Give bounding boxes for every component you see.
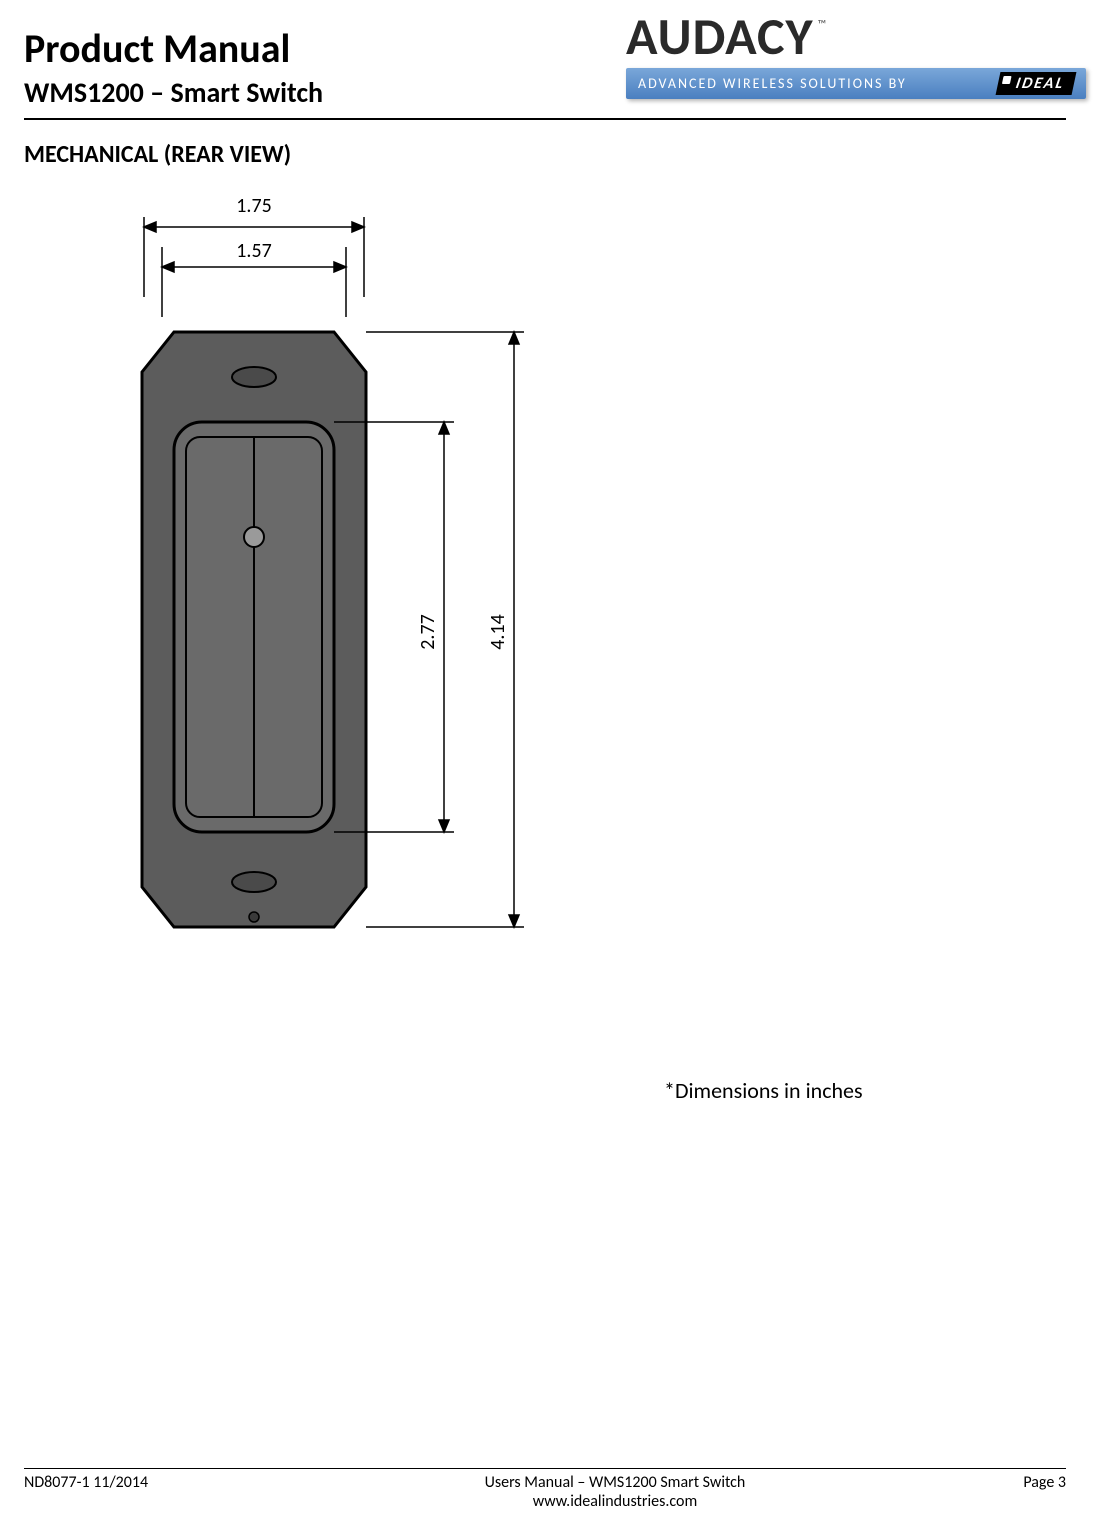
- dim-height-outer: 4.14: [486, 614, 510, 649]
- dimension-drawing-svg: 1.75 1.57: [84, 187, 604, 1007]
- footer-center-1: Users Manual – WMS1200 Smart Switch: [284, 1473, 946, 1492]
- dim-width-inner: 1.57: [236, 239, 271, 263]
- page-header: Product Manual WMS1200 – Smart Switch AU…: [24, 24, 1066, 120]
- brand-tagline: ADVANCED WIRELESS SOLUTIONS BY: [638, 75, 907, 92]
- footer-doc-id: ND8077-1 11/2014: [24, 1473, 284, 1511]
- trademark-symbol: ™: [818, 18, 826, 32]
- dim-width-outer: 1.75: [236, 194, 271, 218]
- ideal-logo: IDEAL: [995, 72, 1076, 95]
- footer-center-2: www.idealindustries.com: [284, 1492, 946, 1511]
- dim-height-inner: 2.77: [416, 614, 440, 649]
- page-footer: ND8077-1 11/2014 Users Manual – WMS1200 …: [24, 1468, 1066, 1511]
- switch-plate: [142, 332, 366, 927]
- units-note: *Dimensions in inches: [664, 1077, 1066, 1104]
- brand-name: AUDACY: [626, 4, 814, 68]
- brand-tagline-bar: ADVANCED WIRELESS SOLUTIONS BY IDEAL: [626, 68, 1086, 99]
- section-heading: MECHANICAL (REAR VIEW): [24, 140, 1066, 169]
- mechanical-diagram: 1.75 1.57: [84, 187, 604, 1007]
- footer-page-number: Page 3: [946, 1473, 1066, 1511]
- brand-block: AUDACY ™ ADVANCED WIRELESS SOLUTIONS BY …: [626, 4, 1086, 99]
